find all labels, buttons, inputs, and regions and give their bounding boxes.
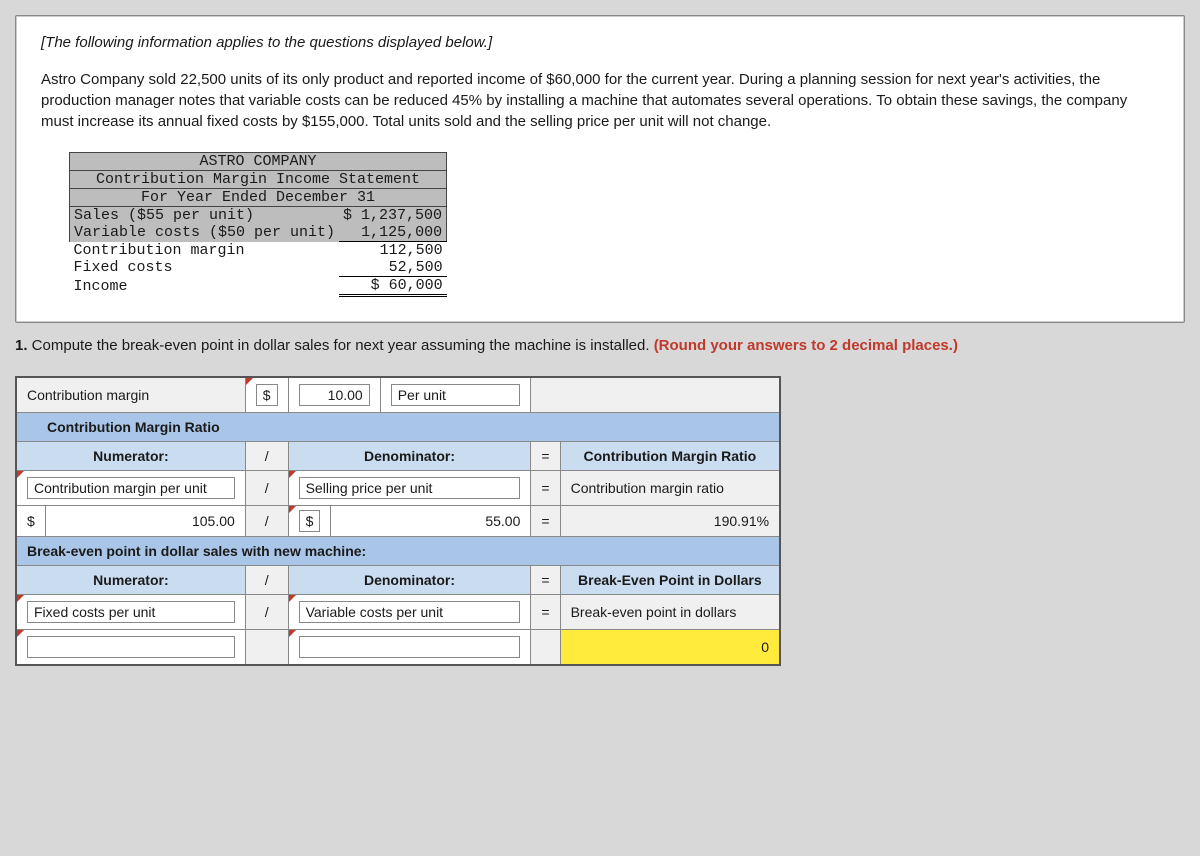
section-cm-ratio: Contribution Margin Ratio (16, 413, 780, 442)
equals: = (531, 595, 560, 630)
denominator-value[interactable]: 55.00 (331, 506, 531, 537)
row-label: Contribution margin (70, 242, 340, 260)
question-body: Compute the break-even point in dollar s… (28, 337, 654, 354)
numerator-value[interactable]: 105.00 (45, 506, 245, 537)
equals: = (531, 506, 560, 537)
equals (531, 630, 560, 666)
row-amount: $ 1,237,500 (339, 207, 447, 225)
problem-text: Astro Company sold 22,500 units of its o… (41, 69, 1159, 132)
equals: = (531, 471, 560, 506)
denominator-select[interactable]: Variable costs per unit (288, 595, 531, 630)
row-label: Sales ($55 per unit) (70, 207, 340, 225)
cm-unit[interactable]: Per unit (380, 377, 531, 413)
row-amount: 1,125,000 (339, 224, 447, 242)
result-label: Contribution margin ratio (560, 471, 780, 506)
currency-cell[interactable]: $ (245, 377, 288, 413)
row-label: Income (70, 277, 340, 296)
row-amount: 112,500 (339, 242, 447, 260)
statement-title-2: Contribution Margin Income Statement (70, 171, 447, 189)
slash: / (245, 506, 288, 537)
cm-value[interactable]: 10.00 (288, 377, 380, 413)
result-value: 0 (560, 630, 780, 666)
result-label: Break-even point in dollars (560, 595, 780, 630)
row-label: Variable costs ($50 per unit) (70, 224, 340, 242)
numerator-select[interactable]: Fixed costs per unit (16, 595, 245, 630)
intro-note: [The following information applies to th… (41, 34, 1159, 51)
slash: / (245, 471, 288, 506)
slash: / (245, 595, 288, 630)
currency-cell[interactable]: $ (16, 506, 45, 537)
equals: = (531, 566, 560, 595)
col-numerator: Numerator: (16, 442, 245, 471)
question-number: 1. (15, 337, 28, 354)
denominator-select[interactable]: Selling price per unit (288, 471, 531, 506)
slash: / (245, 566, 288, 595)
numerator-value[interactable] (16, 630, 245, 666)
col-result: Break-Even Point in Dollars (560, 566, 780, 595)
statement-title-1: ASTRO COMPANY (70, 153, 447, 171)
col-denominator: Denominator: (288, 442, 531, 471)
slash: / (245, 442, 288, 471)
row-amount: 52,500 (339, 259, 447, 277)
equals: = (531, 442, 560, 471)
spacer (531, 377, 780, 413)
row-amount: $ 60,000 (339, 277, 447, 296)
result-value: 190.91% (560, 506, 780, 537)
cm-label: Contribution margin (16, 377, 245, 413)
income-statement: ASTRO COMPANY Contribution Margin Income… (69, 152, 447, 297)
slash (245, 630, 288, 666)
col-numerator: Numerator: (16, 566, 245, 595)
denominator-value[interactable] (288, 630, 531, 666)
question-hint: (Round your answers to 2 decimal places.… (654, 337, 958, 354)
numerator-select[interactable]: Contribution margin per unit (16, 471, 245, 506)
currency-cell[interactable]: $ (288, 506, 331, 537)
section-break-even: Break-even point in dollar sales with ne… (16, 537, 780, 566)
problem-box: [The following information applies to th… (15, 15, 1185, 323)
statement-title-3: For Year Ended December 31 (70, 189, 447, 207)
answer-table: Contribution margin $ 10.00 Per unit Con… (15, 376, 781, 666)
question-prompt: 1. Compute the break-even point in dolla… (15, 335, 1185, 356)
col-denominator: Denominator: (288, 566, 531, 595)
col-result: Contribution Margin Ratio (560, 442, 780, 471)
row-label: Fixed costs (70, 259, 340, 277)
